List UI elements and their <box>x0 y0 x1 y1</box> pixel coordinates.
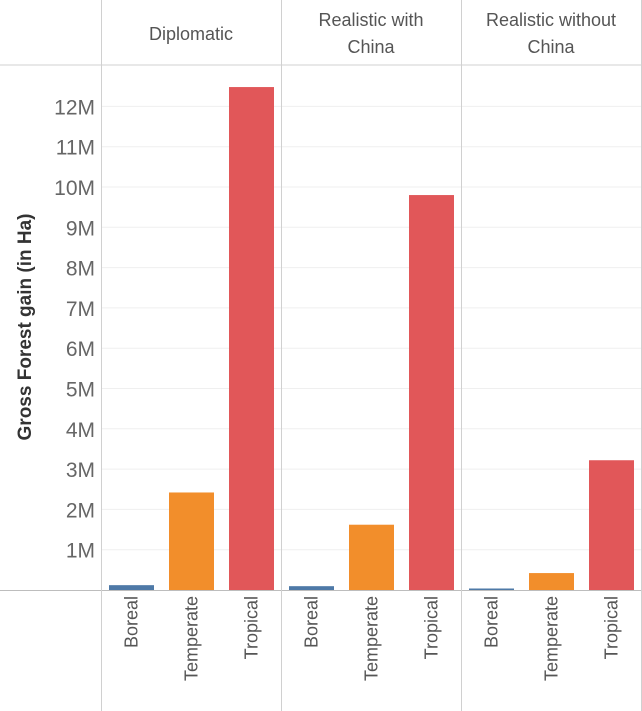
y-tick-label: 6M <box>66 338 95 361</box>
y-tick-label: 8M <box>66 258 95 281</box>
category-label: Tropical <box>602 596 622 659</box>
y-tick-label: 12M <box>54 96 95 119</box>
y-tick-label: 2M <box>66 499 95 522</box>
grid-lines <box>101 105 642 551</box>
category-label: Boreal <box>482 596 502 648</box>
category-label: Temperate <box>362 596 382 681</box>
category-label: Tropical <box>422 596 442 659</box>
bar-boreal <box>109 585 154 590</box>
category-label: Temperate <box>542 596 562 681</box>
category-label: Boreal <box>122 596 142 648</box>
y-tick-label: 4M <box>66 419 95 442</box>
bar-temperate <box>349 524 394 590</box>
y-tick-label: 7M <box>66 298 95 321</box>
y-tick-label: 3M <box>66 459 95 482</box>
y-tick-label: 11M <box>56 137 95 160</box>
y-tick-label: 5M <box>66 379 95 402</box>
y-axis-title: Gross Forest gain (in Ha) <box>15 214 36 441</box>
panel-title: Realistic with <box>318 10 423 30</box>
panel-title: Diplomatic <box>149 24 233 44</box>
y-tick-label: 10M <box>54 177 95 200</box>
bar-boreal <box>289 586 334 590</box>
bar-tropical <box>229 87 274 590</box>
bar-tropical <box>589 460 634 590</box>
y-axis-ticks: 1M 2M 3M 4M 5M 6M 7M 8M 9M 10M 11M 12M <box>54 96 95 562</box>
panel-title: Realistic without <box>486 10 616 30</box>
bars <box>109 87 634 590</box>
bar-tropical <box>409 195 454 590</box>
bar-temperate <box>169 492 214 590</box>
bar-temperate <box>529 573 574 590</box>
category-label: Temperate <box>182 596 202 681</box>
panel-titles: Diplomatic Realistic with China Realistic w… <box>149 10 616 57</box>
category-labels: Boreal Temperate Tropical Boreal Temperate Tr… <box>122 596 622 681</box>
bar-boreal <box>469 588 514 590</box>
category-label: Tropical <box>242 596 262 659</box>
panel-title: China <box>347 37 395 57</box>
category-label: Boreal <box>302 596 322 648</box>
panel-title: China <box>527 37 575 57</box>
y-tick-label: 9M <box>66 217 95 240</box>
y-tick-label: 1M <box>66 540 95 563</box>
